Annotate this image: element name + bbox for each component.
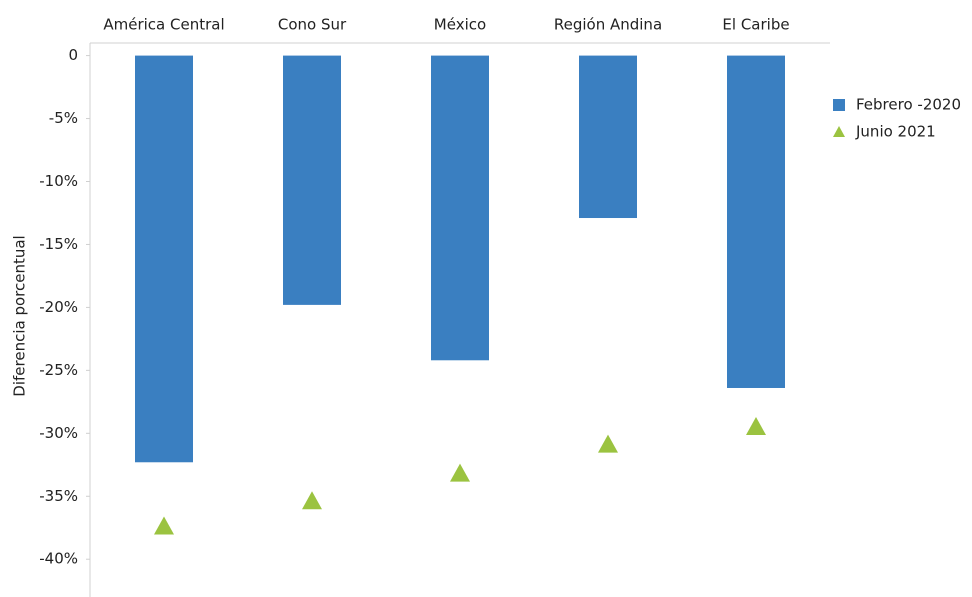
bar (283, 55, 341, 305)
y-tick-label: 0 (68, 46, 78, 64)
x-tick-label: América Central (103, 16, 224, 34)
legend-swatch (833, 126, 845, 137)
y-axis-label: Diferencia porcentual (11, 235, 29, 396)
triangle-marker (450, 463, 470, 482)
triangle-marker (302, 491, 322, 510)
legend-label: Febrero -2020 (856, 96, 961, 114)
x-tick-label: Región Andina (554, 16, 662, 34)
x-tick-label: México (434, 16, 486, 34)
y-tick-label: -15% (39, 235, 78, 253)
triangle-marker (154, 516, 174, 535)
bar (135, 55, 193, 463)
y-tick-label: -10% (39, 172, 78, 190)
legend-label: Junio 2021 (855, 123, 936, 141)
bar (727, 55, 785, 388)
y-tick-label: -5% (49, 109, 78, 127)
y-tick-label: -35% (39, 487, 78, 505)
x-tick-label: Cono Sur (278, 16, 347, 34)
legend-swatch (833, 99, 845, 111)
y-tick-label: -25% (39, 361, 78, 379)
y-tick-label: -30% (39, 424, 78, 442)
x-tick-label: El Caribe (722, 16, 789, 34)
bar (579, 55, 637, 219)
triangle-marker (746, 417, 766, 436)
y-tick-label: -40% (39, 550, 78, 568)
triangle-marker (598, 434, 618, 453)
bar (431, 55, 489, 361)
y-tick-label: -20% (39, 298, 78, 316)
